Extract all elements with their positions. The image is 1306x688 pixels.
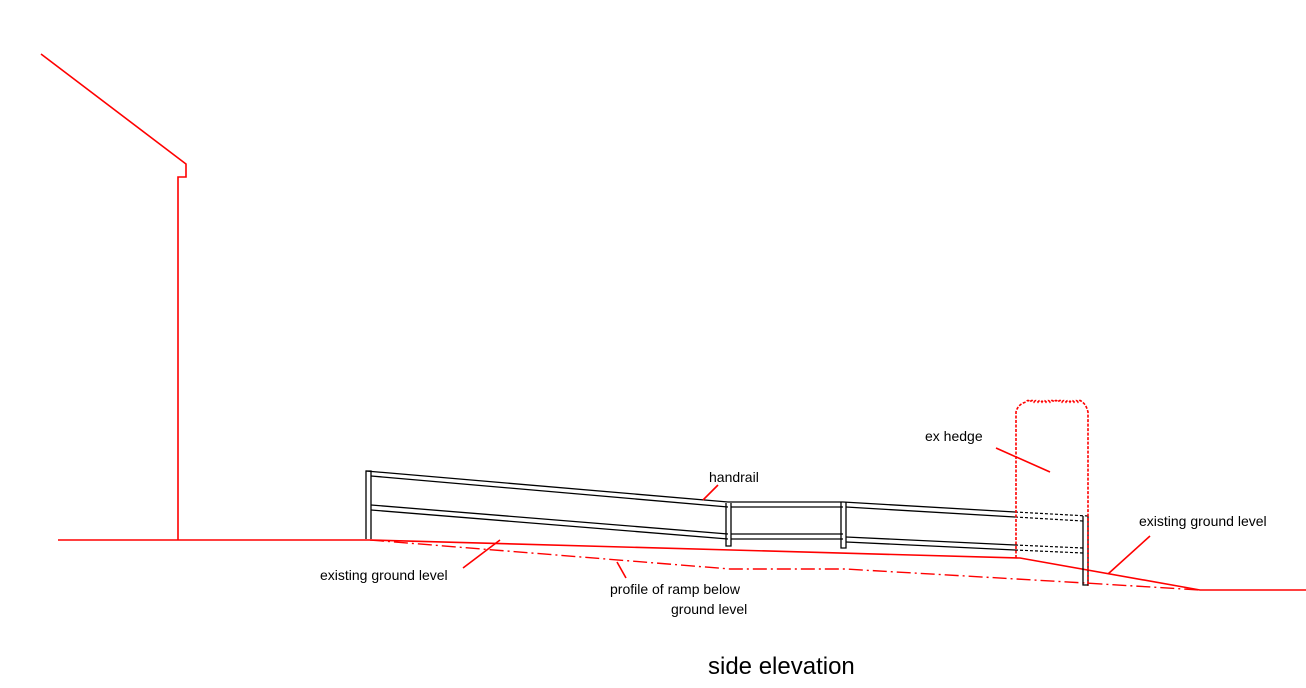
ramp-profile-label-line2: ground level: [671, 601, 747, 617]
drawing-title: side elevation: [708, 653, 855, 680]
ex-hedge-label: ex hedge: [925, 428, 983, 444]
ramp-profile-leader: [616, 561, 627, 579]
handrail-label: handrail: [709, 469, 759, 485]
handrail-leader: [702, 484, 719, 501]
ground-level-left-leader: [462, 539, 501, 569]
ground-level-right-leader: [1107, 535, 1151, 575]
existing-ground-line: [58, 539, 1306, 591]
building-outline: [40, 53, 187, 540]
hedge-leader: [995, 447, 1051, 473]
ramp-profile-line: [369, 539, 1201, 591]
ramp-profile-label-line1: profile of ramp below: [610, 581, 741, 597]
handrail: [365, 470, 1089, 586]
hedge-outline: [1015, 399, 1089, 586]
existing-ground-level-left-label: existing ground level: [320, 567, 448, 583]
existing-ground-level-right-label: existing ground level: [1139, 513, 1267, 529]
